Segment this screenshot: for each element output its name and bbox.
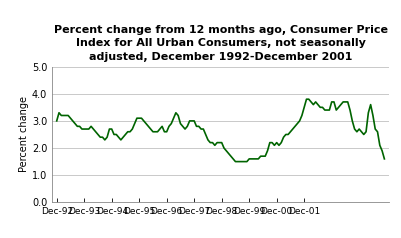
Y-axis label: Percent change: Percent change (19, 96, 29, 173)
Title: Percent change from 12 months ago, Consumer Price
Index for All Urban Consumers,: Percent change from 12 months ago, Consu… (54, 25, 387, 62)
